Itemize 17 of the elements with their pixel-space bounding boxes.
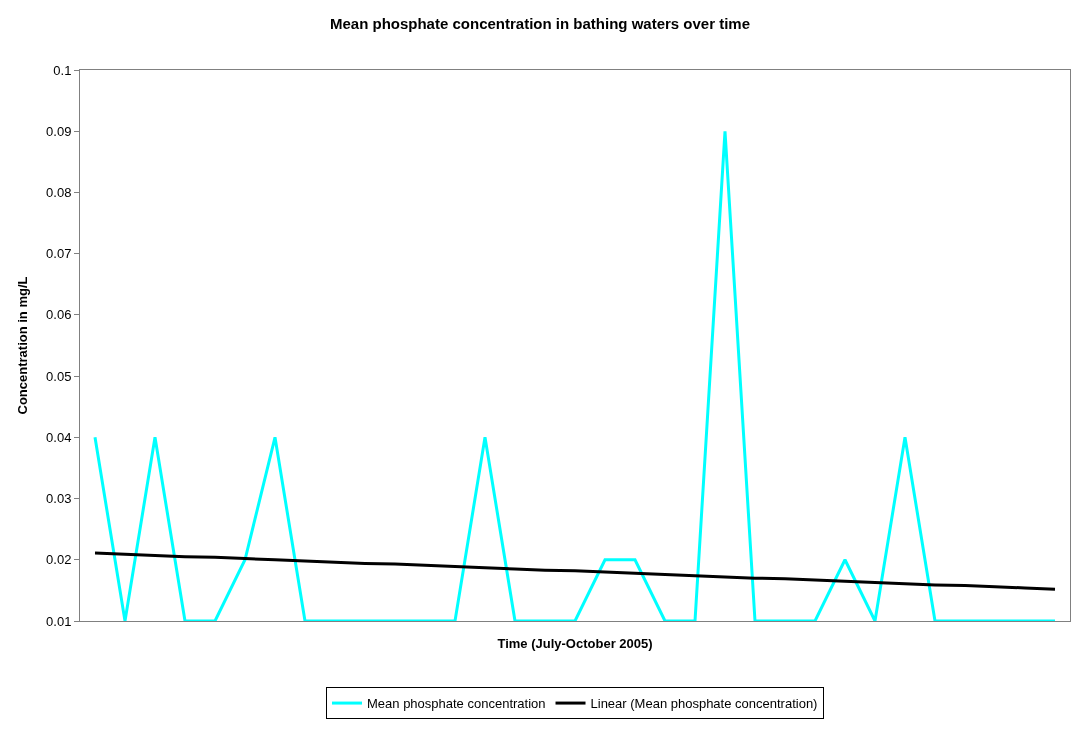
y-tick-label: 0.02 bbox=[46, 552, 72, 568]
y-tick-label: 0.1 bbox=[53, 62, 72, 78]
y-tick-label: 0.09 bbox=[46, 123, 72, 139]
x-axis-title: Time (July-October 2005) bbox=[497, 636, 653, 651]
line-series bbox=[93, 551, 1057, 591]
y-tick-label: 0.07 bbox=[46, 246, 72, 262]
y-tick-label: 0.03 bbox=[46, 491, 72, 507]
y-axis-title: Concentration in mg/L bbox=[15, 276, 31, 415]
chart-title: Mean phosphate concentration in bathing waters over time bbox=[329, 14, 751, 32]
y-tick-label: 0.05 bbox=[46, 368, 72, 384]
y-tick-label: 0.06 bbox=[46, 307, 72, 323]
line-series bbox=[93, 129, 1057, 621]
y-tick-label: 0.08 bbox=[46, 184, 72, 200]
y-tick-label: 0.01 bbox=[46, 613, 72, 629]
legend-label: Linear (Mean phosphate concentration) bbox=[590, 696, 818, 712]
y-tick-label: 0.04 bbox=[46, 429, 72, 445]
legend-label: Mean phosphate concentration bbox=[367, 696, 546, 712]
